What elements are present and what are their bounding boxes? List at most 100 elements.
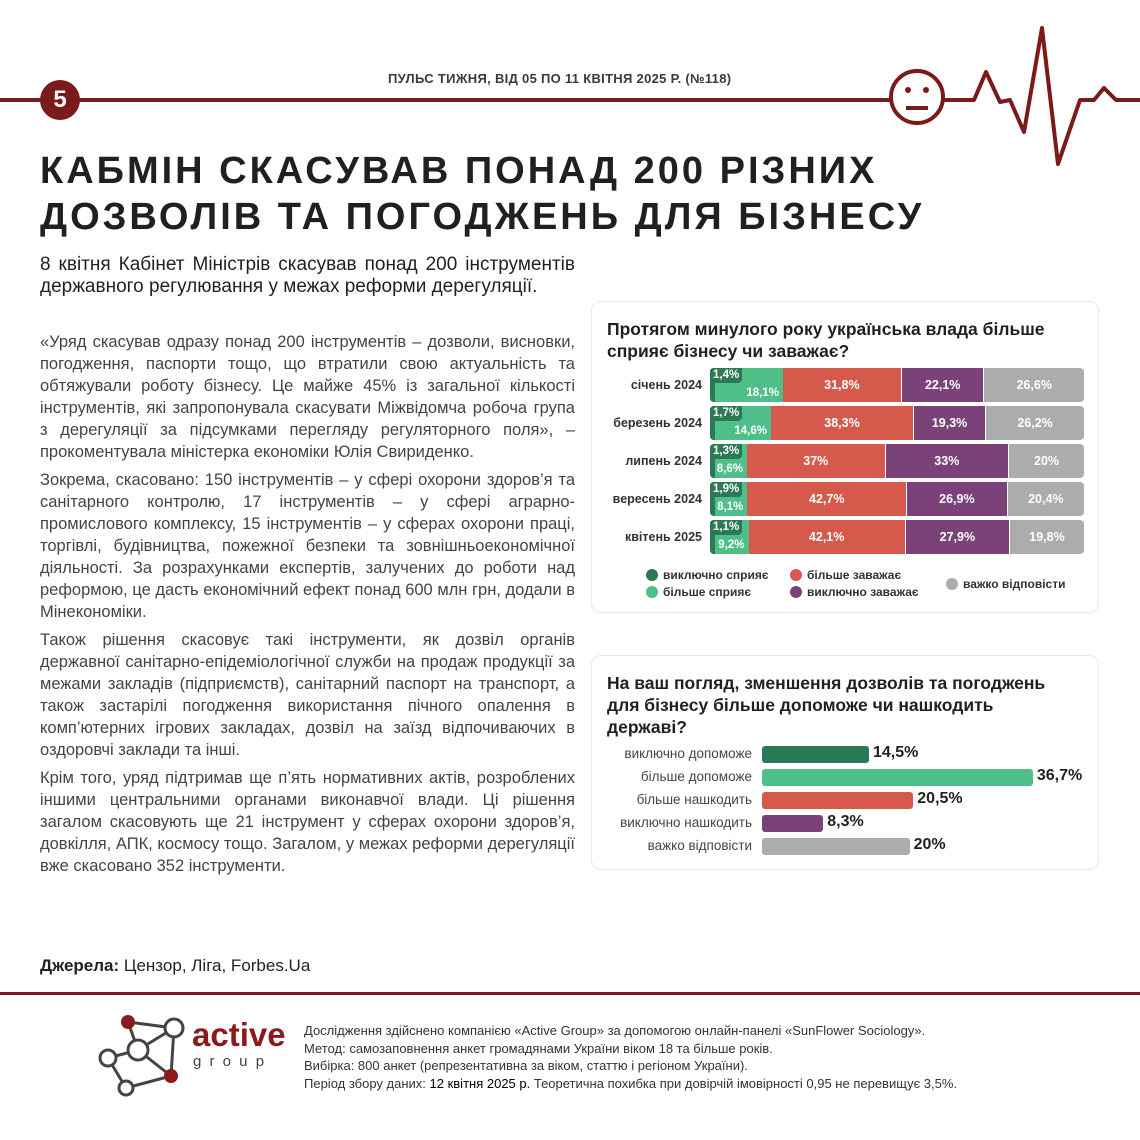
stacked-bar: 1,9% 8,1% 42,7% 26,9% 20,4% (710, 482, 1084, 516)
bar-segment: 33% (885, 444, 1010, 478)
paragraph: Зокрема, скасовано: 150 інструментів – у… (40, 471, 575, 621)
page-number-badge: 5 (40, 80, 80, 120)
category-label: квітень 2025 (624, 530, 702, 544)
legend-label: виключно сприяє (663, 568, 769, 582)
issue-title: ПУЛЬС ТИЖНЯ, ВІД 05 ПО 11 КВІТНЯ 2025 Р.… (388, 71, 732, 86)
legend-label: важко відповісти (963, 577, 1066, 591)
chart-row: січень 2024 1,4% 18,1% 31,8% 22,1% 26,6% (592, 368, 1100, 402)
article-title: КАБМІН СКАСУВАВ ПОНАД 200 РІЗНИХ ДОЗВОЛІ… (40, 148, 924, 240)
data-label: 1,4% (710, 368, 743, 383)
data-label: 18,1% (746, 387, 779, 399)
stacked-bar: 1,3% 8,6% 37% 33% 20% (710, 444, 1084, 478)
bar-segment-fully-support (710, 520, 715, 554)
data-label: 1,1% (710, 520, 743, 535)
legend-label: виключно заважає (807, 585, 919, 599)
chart-row: вересень 2024 1,9% 8,1% 42,7% 26,9% 20,4% (592, 482, 1100, 516)
period-label: Період збору даних: (304, 1075, 426, 1091)
category-label: виключно допоможе (624, 746, 752, 761)
bar-segment-fully-support (710, 444, 715, 478)
data-label: 1,3% (710, 444, 743, 459)
legend-dot-icon (646, 569, 658, 581)
stacked-bar: 1,1% 9,2% 42,1% 27,9% 19,8% (710, 520, 1084, 554)
methodology-line: Період збору даних: 12 квітня 2025 р. Те… (304, 1075, 957, 1093)
bar-segment-support: 1,9% 8,1% (710, 482, 748, 516)
chart-row: більше нашкодить 20,5% (592, 790, 1100, 810)
methodology-line: Метод: самозаповнення анкет громадянами … (304, 1040, 773, 1056)
error-margin: Теоретична похибка при довірчій імовірно… (533, 1075, 958, 1091)
paragraph: «Уряд скасував одразу понад 200 інструме… (40, 333, 575, 461)
chart-row: виключно нашкодить 8,3% (592, 813, 1100, 833)
legend-dot-icon (790, 569, 802, 581)
chart-card-deregulation: На ваш погляд, зменшення дозволів та пог… (591, 655, 1099, 870)
data-label: 8,3% (827, 813, 864, 830)
bar-segment-fully-support (710, 368, 715, 402)
bar (762, 769, 1033, 786)
logo-subtext: g r o u p (193, 1053, 267, 1070)
bar-segment: 22,1% (901, 368, 985, 402)
chart-row: липень 2024 1,3% 8,6% 37% 33% 20% (592, 444, 1100, 478)
category-label: січень 2024 (630, 378, 702, 392)
bar-segment: 20% (1009, 444, 1084, 478)
footer-divider (0, 992, 1140, 995)
data-label: 20% (913, 836, 946, 853)
chart-row: виключно допоможе 14,5% (592, 744, 1100, 764)
data-label: 8,6% (716, 463, 744, 475)
bar-segment: 26,2% (986, 406, 1084, 440)
bar-segment: 19,3% (914, 406, 987, 440)
methodology-line: Дослідження здійснено компанією «Active … (304, 1023, 926, 1038)
category-label: важко відповісти (647, 838, 752, 853)
active-group-logo-icon (98, 1015, 185, 1097)
category-label: більше нашкодить (636, 792, 752, 807)
bar (762, 838, 910, 855)
bar-segment: 20,4% (1007, 482, 1084, 516)
data-label: 14,6% (734, 425, 767, 437)
bar-segment-support: 1,4% 18,1% (710, 368, 783, 402)
sources-list: Цензор, Ліга, Forbes.Ua (123, 956, 311, 975)
legend-item: більше заважає (790, 568, 901, 582)
data-label: 20,5% (917, 790, 963, 807)
title-line: ДОЗВОЛІВ ТА ПОГОДЖЕНЬ ДЛЯ БІЗНЕСУ (40, 196, 925, 238)
legend-item: виключно сприяє (646, 568, 768, 582)
data-label: 14,5% (873, 744, 919, 761)
paragraph: Крім того, уряд підтримав ще п’ять норма… (40, 769, 575, 875)
bar (762, 792, 914, 809)
chart-card-influence: Протягом минулого року українська влада … (591, 301, 1099, 613)
chart-row: березень 2024 1,7% 14,6% 38,3% 19,3% 26,2% (592, 406, 1100, 440)
bar-segment-fully-support (710, 482, 715, 516)
bar-segment: 37% (747, 444, 886, 478)
paragraph: Також рішення скасовує такі інструменти,… (40, 631, 575, 759)
bar-segment: 26,6% (984, 368, 1084, 402)
bar (762, 815, 824, 832)
category-label: березень 2024 (613, 416, 702, 430)
period-value: 12 квітня 2025 р. (429, 1075, 531, 1091)
bar-segment-support: 1,7% 14,6% (710, 406, 771, 440)
data-label: 1,7% (710, 406, 743, 421)
logo-text: active (192, 1016, 286, 1053)
methodology: Дослідження здійснено компанією «Active … (304, 1022, 957, 1092)
data-label: 36,7% (1036, 767, 1083, 784)
bar-segment-support: 1,3% 8,6% (710, 444, 748, 478)
bar-segment: 38,3% (770, 406, 915, 440)
legend-label: більше заважає (807, 568, 902, 582)
chart-row: важко відповісти 20% (592, 836, 1100, 856)
bar-segment-support: 1,1% 9,2% (710, 520, 749, 554)
category-label: виключно нашкодить (620, 815, 752, 830)
sources: Джерела: Цензор, Ліга, Forbes.Ua (40, 956, 310, 976)
bar-segment: 27,9% (905, 520, 1010, 554)
header-divider (0, 98, 890, 102)
chart-row: квітень 2025 1,1% 9,2% 42,1% 27,9% 19,8% (592, 520, 1100, 554)
data-label: 1,9% (710, 482, 743, 497)
chart-row: більше допоможе 36,7% (592, 767, 1100, 787)
bar (762, 746, 869, 763)
bar-segment: 19,8% (1010, 520, 1084, 554)
bar-segment: 26,9% (907, 482, 1008, 516)
legend-dot-icon (646, 586, 658, 598)
chart-title: На ваш погляд, зменшення дозволів та пог… (607, 673, 1046, 737)
article-body: «Уряд скасував одразу понад 200 інструме… (40, 331, 575, 883)
title-line: КАБМІН СКАСУВАВ ПОНАД 200 РІЗНИХ (40, 150, 878, 192)
article-lead: 8 квітня Кабінет Міністрів скасував пона… (40, 254, 575, 297)
category-label: вересень 2024 (612, 492, 702, 506)
legend-item: більше сприяє (646, 585, 751, 599)
legend-label: більше сприяє (663, 585, 752, 599)
bar-segment: 42,1% (748, 520, 906, 554)
